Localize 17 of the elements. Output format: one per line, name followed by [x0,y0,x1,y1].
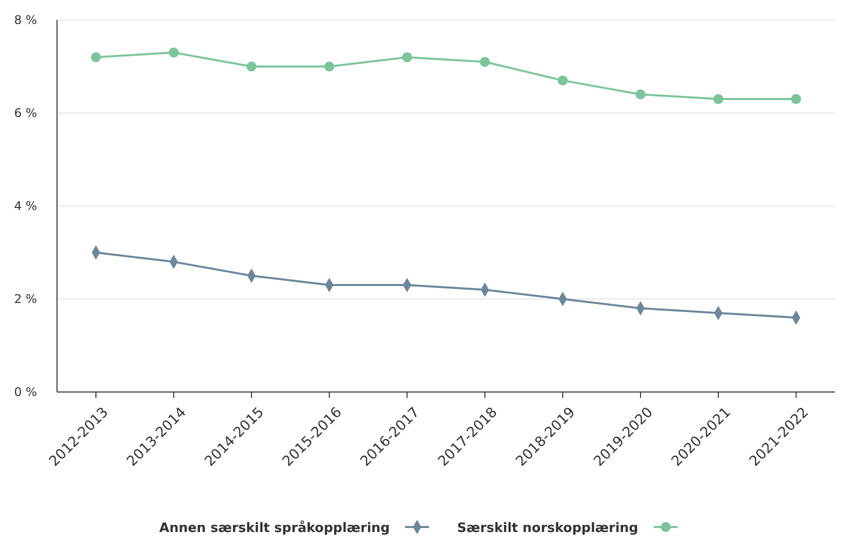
legend-label: Særskilt norskopplæring [457,521,638,536]
y-tick-label: 6 % [14,106,37,120]
y-tick-label: 8 % [14,13,37,28]
point [324,62,334,72]
point [480,56,490,67]
point [168,48,179,58]
y-tick-label: 2 % [14,292,37,306]
point [90,52,101,62]
point [636,89,646,100]
point [791,94,802,104]
point [558,75,568,86]
legend-label: Annen særskilt språkopplæring [159,520,390,536]
point [402,52,412,62]
y-tick-label: 0 % [14,385,37,400]
point [713,94,724,104]
point [246,62,256,72]
y-tick-label: 4 % [14,199,37,214]
